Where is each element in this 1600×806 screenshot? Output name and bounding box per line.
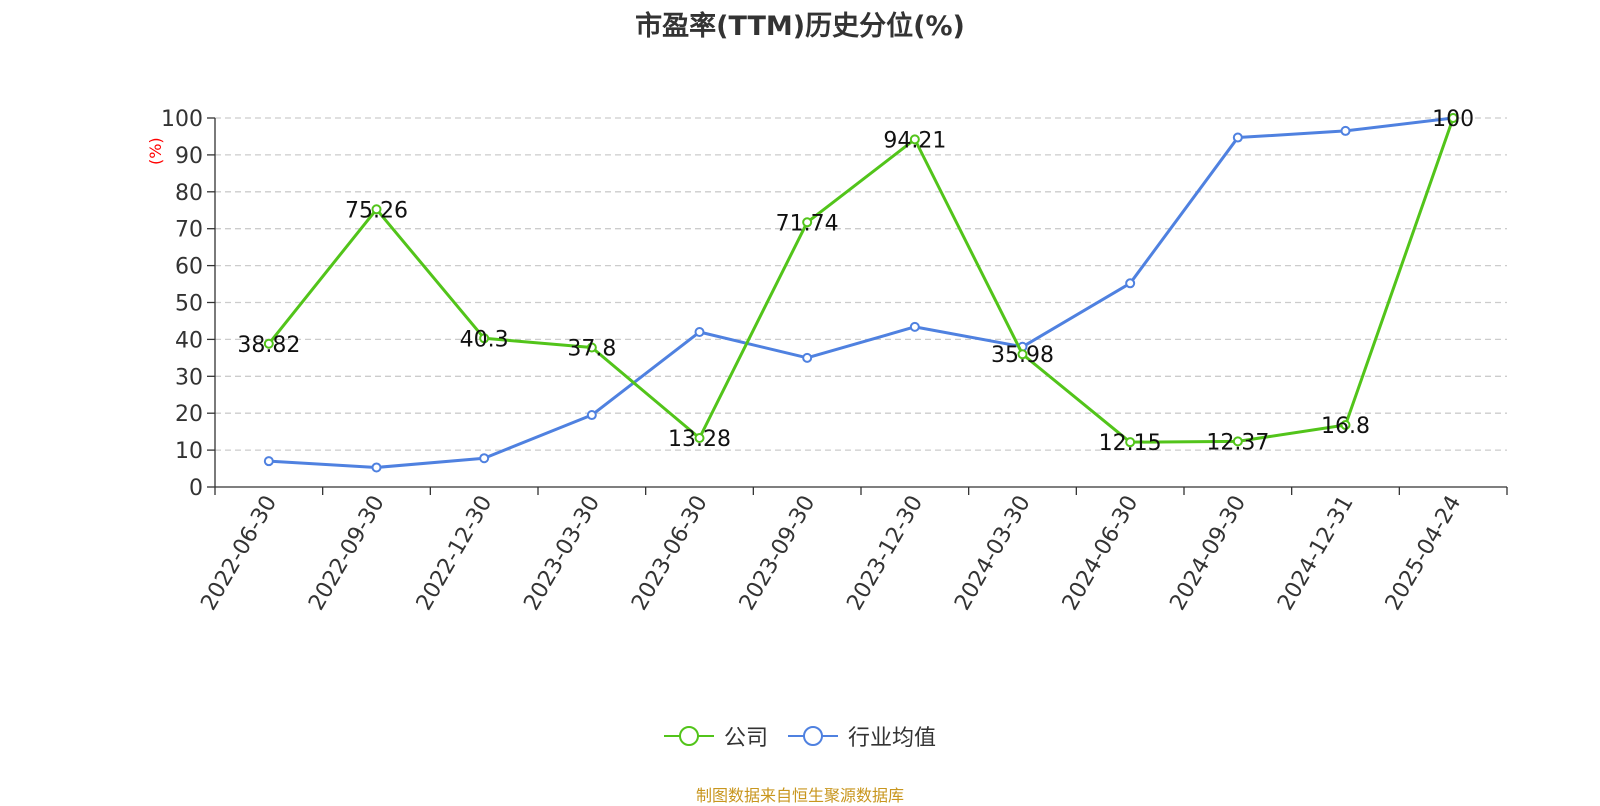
x-tick-label: 2025-04-24 <box>1381 492 1467 615</box>
company-data-point <box>1017 349 1028 360</box>
y-tick-label: 60 <box>175 255 203 280</box>
company-data-label: 12.37 <box>1206 430 1269 455</box>
y-tick-label: 70 <box>175 218 203 243</box>
company-data-label: 16.8 <box>1321 414 1370 439</box>
company-data-point <box>263 338 274 349</box>
legend-marker-industry-icon <box>788 726 838 746</box>
y-tick-label: 80 <box>175 181 203 206</box>
company-data-point <box>479 333 490 344</box>
company-data-label: 13.28 <box>668 427 731 452</box>
x-tick-label: 2023-03-30 <box>519 492 605 615</box>
industry-data-point <box>1125 278 1136 289</box>
legend-item-industry-average[interactable]: 行业均值 <box>788 720 936 752</box>
y-tick-label: 30 <box>175 365 203 390</box>
company-data-label: 40.3 <box>460 327 509 352</box>
company-data-label: 38.82 <box>237 333 300 358</box>
x-tick-label: 2022-12-30 <box>412 492 498 615</box>
company-data-point <box>1232 436 1243 447</box>
company-data-label: 71.74 <box>776 211 839 236</box>
data-labels: 38.82 75.26 40.3 37.8 13.28 71.74 94.21 35.98 12… <box>237 107 1474 456</box>
legend-marker-company-icon <box>663 726 714 746</box>
company-series-line <box>267 117 1455 444</box>
x-tick-label: 2024-03-30 <box>950 492 1036 615</box>
y-tick-label: 0 <box>189 476 203 501</box>
industry-data-point <box>1232 132 1243 143</box>
grid-lines <box>215 117 1507 451</box>
company-data-point <box>1448 113 1459 123</box>
company-data-point <box>694 432 705 443</box>
y-axis-label: (%) <box>146 137 165 165</box>
industry-data-point <box>263 456 274 467</box>
company-data-point <box>586 342 597 353</box>
legend-label-company: 公司 <box>723 726 768 751</box>
series-lines <box>263 113 1459 473</box>
source-note: 制图数据来自恒生聚源数据库 <box>695 786 904 805</box>
legend-item-company[interactable]: 公司 <box>663 720 768 752</box>
legend-label-industry-average: 行业均值 <box>848 726 937 751</box>
industry-data-point <box>802 352 813 363</box>
industry-data-point <box>371 462 382 473</box>
industry-data-point <box>694 327 705 338</box>
y-tick-label: 40 <box>175 328 203 353</box>
company-data-point <box>1125 437 1136 448</box>
y-tick-label: 100 <box>161 107 203 132</box>
company-data-point <box>802 217 813 228</box>
x-tick-label: 2024-12-31 <box>1273 492 1359 615</box>
company-data-label: 35.98 <box>991 343 1054 368</box>
y-tick-label: 20 <box>175 402 203 427</box>
y-tick-label: 90 <box>175 144 203 169</box>
y-tick-label: 10 <box>175 439 203 464</box>
x-tick-label: 2023-06-30 <box>627 492 713 615</box>
company-data-point <box>371 204 382 215</box>
industry-data-point <box>586 410 597 421</box>
company-data-label: 100 <box>1432 107 1474 132</box>
x-tick-label: 2024-09-30 <box>1165 492 1251 615</box>
x-tick-label: 2022-09-30 <box>304 492 390 615</box>
industry-data-point <box>1340 125 1351 136</box>
x-tick-label: 2022-06-30 <box>196 492 282 615</box>
company-data-point <box>1340 420 1351 431</box>
company-data-label: 75.26 <box>345 198 408 223</box>
legend: 公司 行业均值 <box>0 720 1600 752</box>
x-tick-label: 2023-12-30 <box>842 492 928 615</box>
industry-data-point <box>479 453 490 464</box>
company-data-label: 12.15 <box>1099 431 1162 456</box>
company-data-label: 94.21 <box>883 128 946 153</box>
company-data-label: 37.8 <box>567 337 616 362</box>
x-tick-label: 2024-06-30 <box>1058 492 1144 615</box>
company-data-point <box>909 134 920 145</box>
axes: 0 10 20 30 40 50 60 70 80 90 100 (%) 2022-06-30 2022-… <box>146 107 1508 615</box>
chart-title: 市盈率(TTM)历史分位(%) <box>635 11 965 42</box>
industry-data-point <box>909 321 920 332</box>
y-tick-label: 50 <box>175 292 203 317</box>
industry-series-line <box>268 116 1454 469</box>
x-tick-label: 2023-09-30 <box>735 492 821 615</box>
